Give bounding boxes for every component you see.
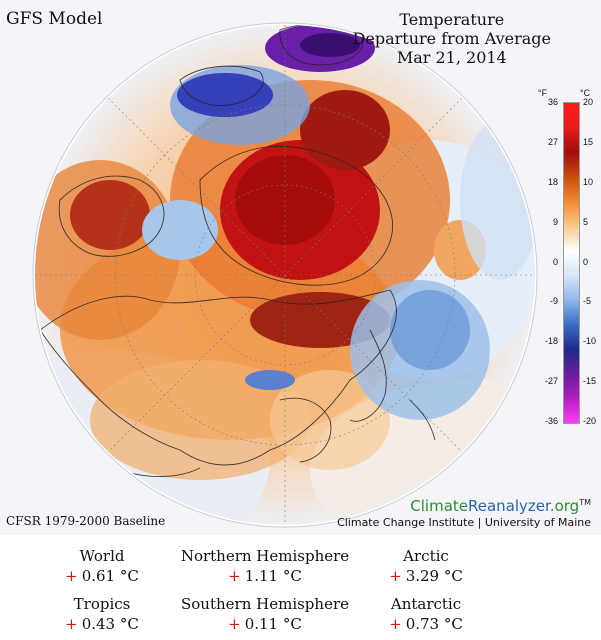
stat-value: 3.29 °C (405, 567, 463, 585)
stat-arctic: Arctic +3.29 °C (326, 546, 526, 586)
stat-name: Arctic (403, 547, 449, 565)
legend-tick-celsius: -15 (583, 376, 597, 387)
map-title-line: Temperature (399, 10, 505, 29)
legend-tick-fahrenheit: -36 (544, 416, 558, 426)
map-title-line: Departure from Average (352, 29, 551, 48)
model-title: GFS Model (6, 9, 103, 29)
stat-name: World (79, 547, 125, 565)
stat-value-row: +3.29 °C (326, 566, 526, 586)
legend-tick-fahrenheit: -9 (549, 296, 558, 307)
legend-tick-celsius: -10 (583, 336, 597, 347)
legend-tick-fahrenheit: 36 (547, 97, 558, 107)
brand-word-org: .org (549, 497, 580, 515)
legend-tick-celsius: 15 (583, 136, 594, 147)
stat-value-row: +0.11 °C (165, 614, 365, 634)
stat-sign: + (389, 567, 402, 585)
brand-block: ClimateReanalyzer.orgTM Climate Change I… (337, 497, 591, 529)
brand-word-reanalyzer: Reanalyzer (468, 497, 550, 515)
stat-northern-hemisphere: Northern Hemisphere +1.11 °C (165, 546, 365, 586)
baseline-note: CFSR 1979-2000 Baseline (6, 514, 166, 528)
legend-tick-celsius: 5 (583, 216, 589, 227)
legend-tick-celsius: 20 (583, 97, 594, 107)
stat-name: Antarctic (390, 595, 462, 613)
institute-name: Climate Change Institute | University of… (337, 516, 591, 529)
legend-tick-fahrenheit: -18 (544, 336, 558, 347)
stat-value: 0.11 °C (244, 615, 302, 633)
stat-value: 1.11 °C (244, 567, 302, 585)
stat-sign: + (65, 567, 78, 585)
map-date: Mar 21, 2014 (396, 48, 507, 67)
stat-value: 0.43 °C (81, 615, 139, 633)
stat-value-row: +1.11 °C (165, 566, 365, 586)
legend-tick-fahrenheit: 27 (547, 136, 558, 147)
legend-tick-celsius: -20 (583, 416, 597, 426)
globe-map (32, 22, 538, 528)
stat-value-row: +0.43 °C (2, 614, 202, 634)
stat-value-row: +0.73 °C (326, 614, 526, 634)
brand-word-climate: Climate (410, 497, 469, 515)
stats-panel: World +0.61 °C Northern Hemisphere +1.11… (0, 540, 601, 640)
map-title: Temperature Departure from Average Mar 2… (353, 10, 551, 67)
stat-sign: + (228, 567, 241, 585)
stat-southern-hemisphere: Southern Hemisphere +0.11 °C (165, 594, 365, 634)
anomaly-field (35, 25, 535, 525)
brand-logo: ClimateReanalyzer.orgTM (337, 497, 591, 515)
stat-name: Southern Hemisphere (181, 595, 349, 613)
legend-tick-celsius: 0 (583, 256, 589, 267)
stat-sign: + (228, 615, 241, 633)
legend-tick-celsius: -5 (583, 296, 592, 307)
brand-trademark: TM (579, 498, 591, 507)
stat-antarctic: Antarctic +0.73 °C (326, 594, 526, 634)
stat-value: 0.61 °C (81, 567, 139, 585)
map-area: GFS Model Temperature Departure from Ave… (0, 0, 601, 535)
stat-sign: + (389, 615, 402, 633)
legend-unit-celsius: °C (580, 88, 591, 98)
stat-name: Tropics (73, 595, 131, 613)
stat-value: 0.73 °C (405, 615, 463, 633)
stat-tropics: Tropics +0.43 °C (2, 594, 202, 634)
legend-tick-fahrenheit: 18 (547, 176, 558, 187)
stat-name: Northern Hemisphere (180, 547, 350, 565)
legend-color-bar (563, 102, 580, 424)
legend-tick-fahrenheit: 9 (552, 216, 558, 227)
stat-sign: + (65, 615, 78, 633)
legend-tick-fahrenheit: -27 (544, 376, 558, 387)
legend-tick-celsius: 10 (583, 176, 594, 187)
stat-world: World +0.61 °C (2, 546, 202, 586)
color-legend: °F °C 36 20 27 15 18 10 9 5 0 0 -9 -5 -18 -10 -27 -15 -3… (536, 88, 596, 438)
legend-unit-fahrenheit: °F (538, 88, 548, 98)
legend-tick-fahrenheit: 0 (552, 256, 558, 267)
stat-value-row: +0.61 °C (2, 566, 202, 586)
